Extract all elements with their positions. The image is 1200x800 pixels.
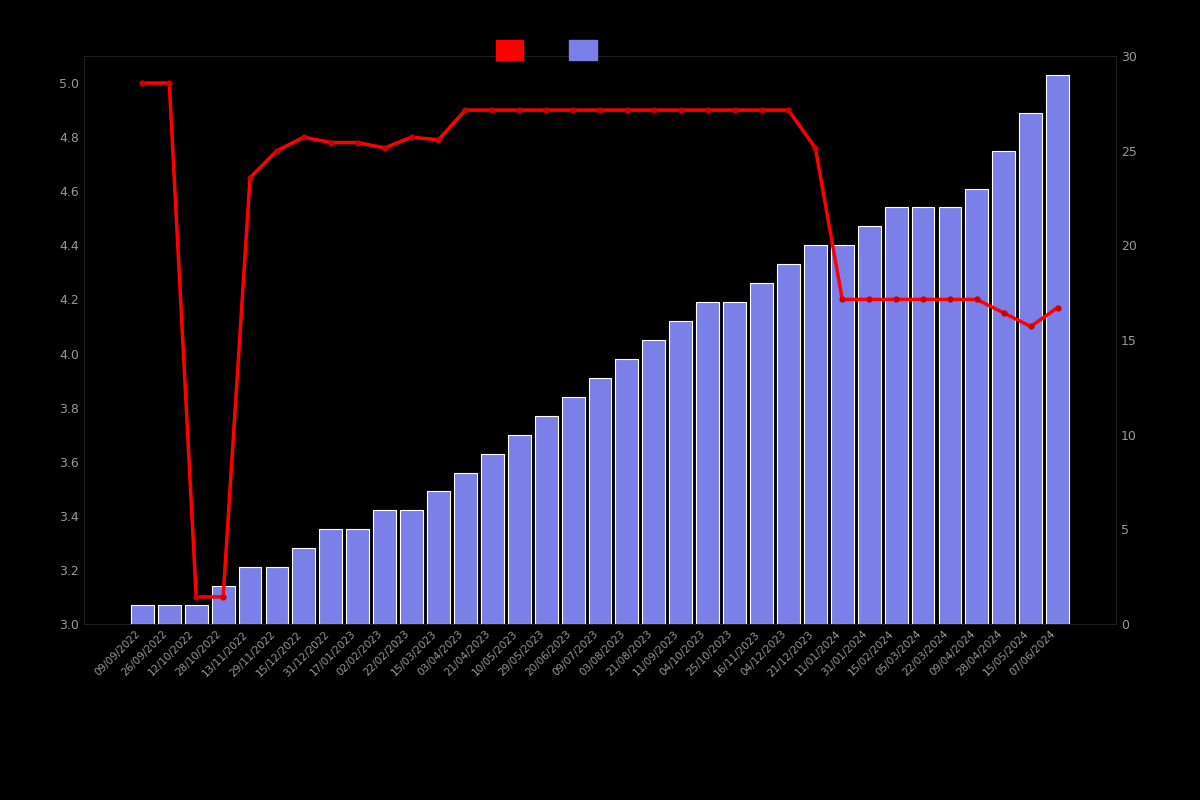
- Bar: [211, 586, 234, 624]
- Bar: [830, 246, 853, 624]
- Bar: [481, 454, 504, 624]
- Bar: [804, 246, 827, 624]
- Bar: [938, 207, 961, 624]
- Bar: [239, 567, 262, 624]
- Bar: [912, 207, 935, 624]
- Bar: [858, 226, 881, 624]
- Bar: [265, 567, 288, 624]
- Bar: [427, 491, 450, 624]
- Bar: [373, 510, 396, 624]
- Bar: [158, 605, 181, 624]
- Bar: [642, 340, 665, 624]
- Bar: [696, 302, 719, 624]
- Bar: [588, 378, 612, 624]
- Bar: [1019, 113, 1042, 624]
- Bar: [293, 548, 316, 624]
- Bar: [400, 510, 422, 624]
- Bar: [185, 605, 208, 624]
- Legend: , : ,: [490, 34, 607, 66]
- Bar: [670, 321, 692, 624]
- Bar: [1046, 75, 1069, 624]
- Bar: [562, 397, 584, 624]
- Bar: [347, 530, 370, 624]
- Bar: [992, 150, 1015, 624]
- Bar: [724, 302, 746, 624]
- Bar: [616, 359, 638, 624]
- Bar: [508, 434, 530, 624]
- Bar: [535, 416, 558, 624]
- Bar: [884, 207, 907, 624]
- Bar: [750, 283, 773, 624]
- Bar: [966, 189, 989, 624]
- Bar: [131, 605, 154, 624]
- Bar: [454, 473, 476, 624]
- Bar: [319, 530, 342, 624]
- Bar: [778, 264, 800, 624]
